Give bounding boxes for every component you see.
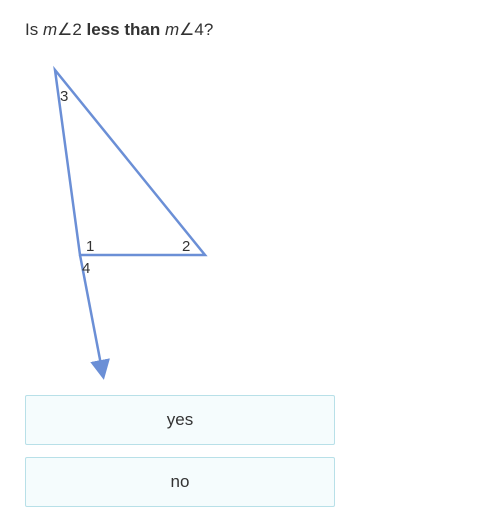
q-var2: m (165, 20, 179, 39)
question-text: Is m∠2 less than m∠4? (25, 20, 475, 40)
diagram-svg (25, 60, 255, 380)
q-angle1: ∠2 (57, 20, 82, 39)
triangle-diagram: 3 1 2 4 (25, 60, 255, 380)
triangle-shape (55, 70, 205, 255)
q-prefix: Is (25, 20, 43, 39)
q-angle2: ∠4 (179, 20, 204, 39)
angle-label-3: 3 (60, 88, 68, 105)
q-var1: m (43, 20, 57, 39)
answer-no-label: no (171, 472, 190, 492)
answer-yes-label: yes (167, 410, 193, 430)
angle-label-2: 2 (182, 238, 190, 255)
angle-label-1: 1 (86, 238, 94, 255)
q-bold: less than (82, 20, 165, 39)
angle-label-4: 4 (82, 260, 90, 277)
q-suffix: ? (204, 20, 213, 39)
answer-yes-button[interactable]: yes (25, 395, 335, 445)
